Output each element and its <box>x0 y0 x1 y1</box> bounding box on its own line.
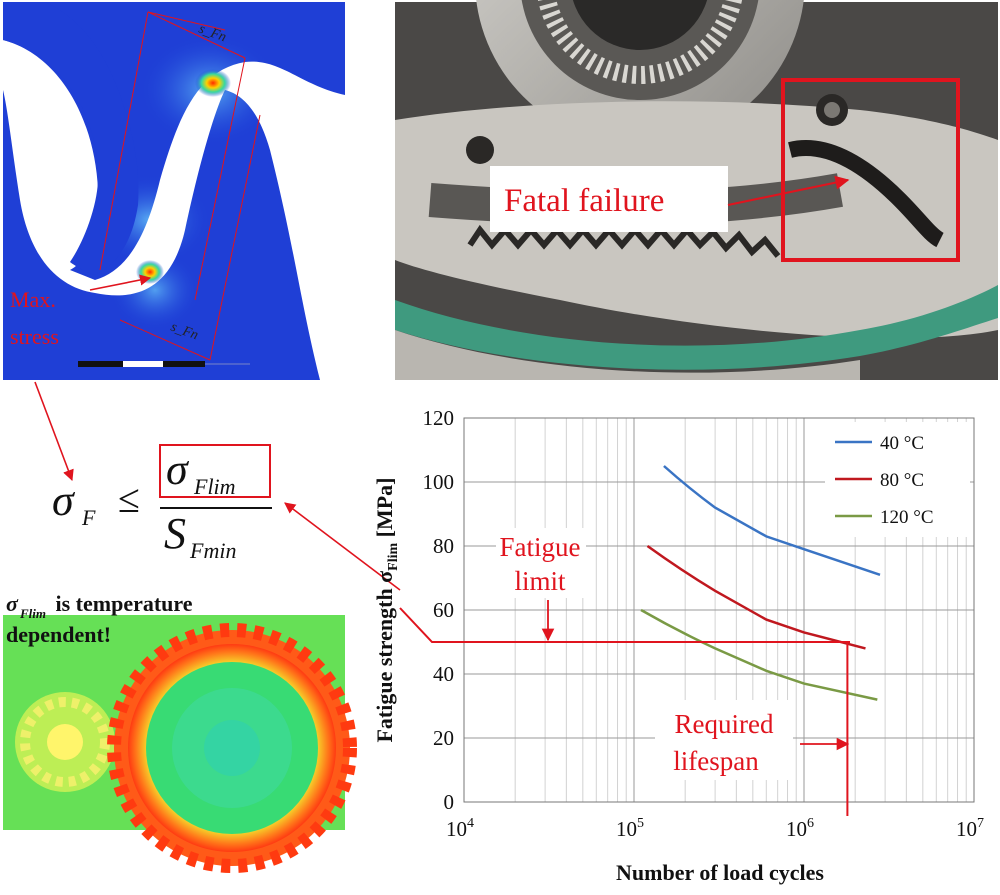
fatigue-chart: 0 20 40 60 80 100 120 104 105 106 107 40 °C 80 °C 1… <box>372 406 984 885</box>
formula-num-symbol: σ <box>166 445 190 494</box>
y-axis-ticks: 0 20 40 60 80 100 120 <box>423 406 455 814</box>
thermal-note-line2: dependent! <box>6 622 111 647</box>
x-axis-title: Number of load cycles <box>616 860 824 885</box>
formula-num-sub: Flim <box>193 474 236 499</box>
series-line-2 <box>640 608 878 701</box>
formula-lhs-symbol: σ <box>52 476 76 525</box>
y-axis-title: Fatigue strength σFlim [MPa] <box>372 477 401 742</box>
thermal-note-sub: Flim <box>19 606 46 621</box>
x-axis-ticks: 104 105 106 107 <box>446 816 984 841</box>
y-axis-title-main: Fatigue strength σ <box>372 571 397 743</box>
fatal-failure-label: Fatal failure <box>504 183 664 219</box>
required-lifespan-label-line2: lifespan <box>673 746 759 776</box>
series-line-1 <box>646 544 866 650</box>
plot-area-frame <box>463 417 975 803</box>
svg-text:Fatigue strength σFlim [MPa]: Fatigue strength σFlim [MPa] <box>372 477 401 742</box>
failure-photo <box>395 0 998 380</box>
max-stress-label-line2: stress <box>10 324 59 349</box>
thermal-note-line1: is temperature <box>50 591 193 616</box>
y-tick-label: 80 <box>433 534 454 558</box>
y-tick-label: 60 <box>433 598 454 622</box>
legend-label: 80 °C <box>880 470 924 491</box>
formula-relation: ≤ <box>118 476 140 521</box>
thermal-gear-image <box>3 615 357 873</box>
x-tick-label: 104 <box>446 816 474 841</box>
x-tick-label: 105 <box>616 816 644 841</box>
y-tick-label: 20 <box>433 726 454 750</box>
thermal-note-symbol: σ <box>6 591 19 616</box>
fatigue-limit-label-line2: limit <box>514 566 566 596</box>
y-axis-title-unit: [MPa] <box>372 477 397 542</box>
legend-label: 120 °C <box>880 507 934 528</box>
max-stress-label-line1: Max. <box>10 287 56 312</box>
legend-label: 40 °C <box>880 433 924 454</box>
fea-stress-image <box>3 2 345 380</box>
chart-legend: 40 °C 80 °C 120 °C <box>825 422 970 537</box>
arrow-chart-to-formula <box>284 502 401 591</box>
formula-den-symbol: S <box>164 509 186 558</box>
y-tick-label: 120 <box>423 406 455 430</box>
x-tick-label: 107 <box>956 816 984 841</box>
y-tick-label: 100 <box>423 470 455 494</box>
arrow-stress-to-formula <box>34 381 74 482</box>
required-lifespan-label-line1: Required <box>675 709 774 739</box>
chart-series <box>640 465 881 701</box>
y-tick-label: 0 <box>444 790 455 814</box>
y-tick-label: 40 <box>433 662 454 686</box>
fatigue-limit-label-line1: Fatigue <box>500 532 581 562</box>
x-tick-label: 106 <box>786 816 814 841</box>
formula-den-sub: Fmin <box>189 538 236 563</box>
series-line-0 <box>663 465 881 576</box>
y-axis-title-sub: Flim <box>386 543 401 571</box>
strength-formula: σ F ≤ σ Flim S Fmin <box>52 444 272 563</box>
formula-lhs-sub: F <box>81 505 96 530</box>
